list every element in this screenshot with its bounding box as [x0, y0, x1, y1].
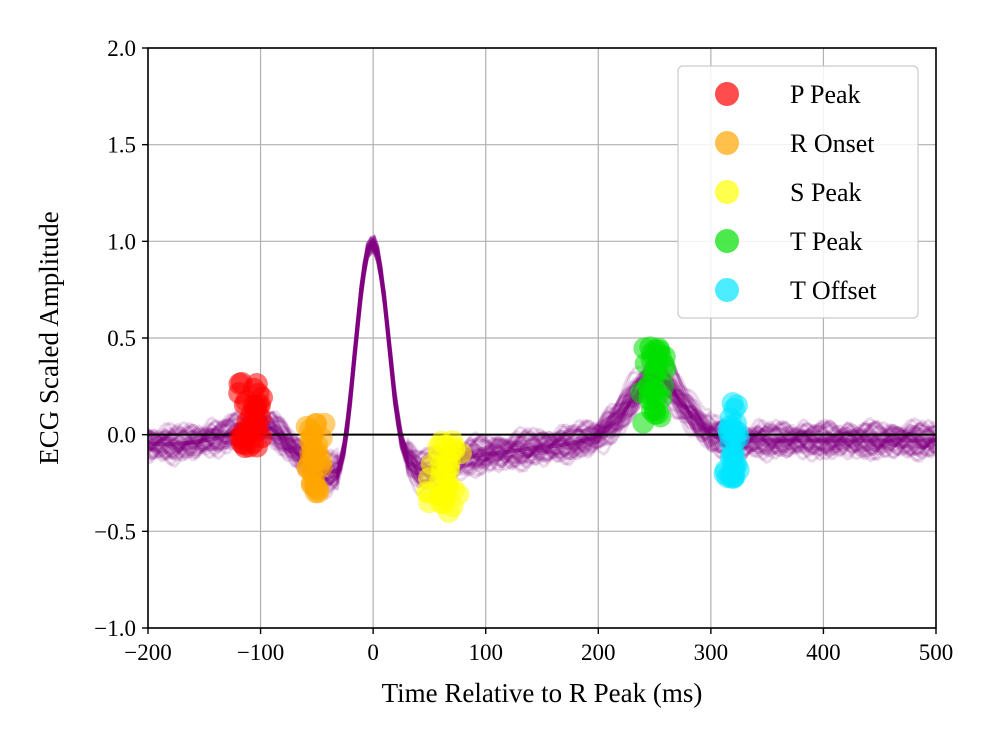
x-tick-label: 0 [367, 640, 379, 665]
ecg-trace [148, 249, 936, 500]
legend: P Peak R Onset S Peak T Peak T Offset [677, 65, 919, 319]
ecg-trace [148, 238, 936, 471]
ecg-trace [148, 243, 936, 488]
ecg-trace [148, 245, 936, 491]
x-axis-label: Time Relative to R Peak (ms) [382, 678, 703, 708]
legend-label-p-peak: P Peak [790, 80, 861, 109]
y-tick-label: −0.5 [94, 519, 136, 544]
t-offset-point [721, 392, 744, 415]
ecg-trace [148, 244, 936, 497]
fiducial-points [228, 336, 750, 523]
t-peak-point [634, 352, 657, 375]
ecg-trace [148, 247, 935, 494]
ecg-trace [148, 241, 936, 485]
ecg-trace [148, 240, 936, 483]
ecg-trace [148, 242, 936, 471]
ecg-trace [148, 240, 936, 470]
legend-marker-t-offset [715, 278, 739, 302]
ecg-trace [148, 244, 936, 484]
legend-marker-s-peak [715, 180, 739, 204]
legend-box [677, 65, 919, 319]
ecg-trace [148, 240, 936, 469]
y-tick-label: 0.5 [107, 326, 136, 351]
r-onset-point [307, 481, 330, 504]
ecg-trace [148, 244, 936, 466]
ecg-trace [148, 234, 936, 473]
x-tick-label: 100 [468, 640, 503, 665]
x-tick-label: 500 [919, 640, 954, 665]
ecg-trace [148, 243, 936, 491]
x-axis-ticks: −200 −100 0 100 200 300 400 500 [124, 628, 953, 665]
ecg-trace [148, 235, 936, 491]
t-offset-point [719, 415, 741, 437]
y-tick-label: 1.5 [107, 133, 136, 158]
ecg-trace [148, 236, 936, 491]
legend-label-t-peak: T Peak [790, 227, 862, 256]
y-tick-label: 2.0 [107, 36, 136, 61]
p-peak-point [228, 382, 251, 405]
legend-marker-t-peak [715, 229, 739, 253]
legend-marker-p-peak [715, 82, 739, 106]
p-peak-point [240, 403, 263, 426]
legend-label-s-peak: S Peak [790, 178, 862, 207]
ecg-trace [148, 239, 936, 468]
s-peak-point [437, 456, 460, 479]
p-peak-point [233, 436, 256, 459]
y-axis-label: ECG Scaled Amplitude [34, 211, 64, 464]
t-peak-point [637, 375, 660, 398]
ecg-trace [148, 233, 936, 481]
ecg-trace [148, 248, 936, 487]
legend-label-t-offset: T Offset [790, 276, 877, 305]
s-peak-point [442, 478, 465, 501]
x-tick-label: −100 [237, 640, 284, 665]
x-tick-label: 300 [694, 640, 729, 665]
ecg-trace [148, 245, 936, 484]
y-axis-ticks: −1.0 −0.5 0.0 0.5 1.0 1.5 2.0 [94, 36, 148, 641]
ecg-trace [148, 246, 936, 492]
ecg-trace [148, 237, 936, 488]
p-peak-point [250, 426, 273, 449]
x-tick-label: 200 [581, 640, 616, 665]
x-tick-label: 400 [806, 640, 841, 665]
y-tick-label: −1.0 [94, 616, 136, 641]
ecg-trace [148, 243, 936, 485]
y-tick-label: 0.0 [107, 423, 136, 448]
ecg-trace [148, 235, 935, 473]
t-offset-point [716, 466, 739, 489]
r-onset-point [302, 438, 324, 461]
y-tick-label: 1.0 [107, 229, 136, 254]
legend-label-r-onset: R Onset [790, 129, 875, 158]
ecg-trace [148, 241, 936, 469]
legend-marker-r-onset [715, 131, 739, 155]
ecg-trace [148, 233, 936, 474]
r-onset-point [296, 457, 319, 480]
x-tick-label: −200 [124, 640, 171, 665]
